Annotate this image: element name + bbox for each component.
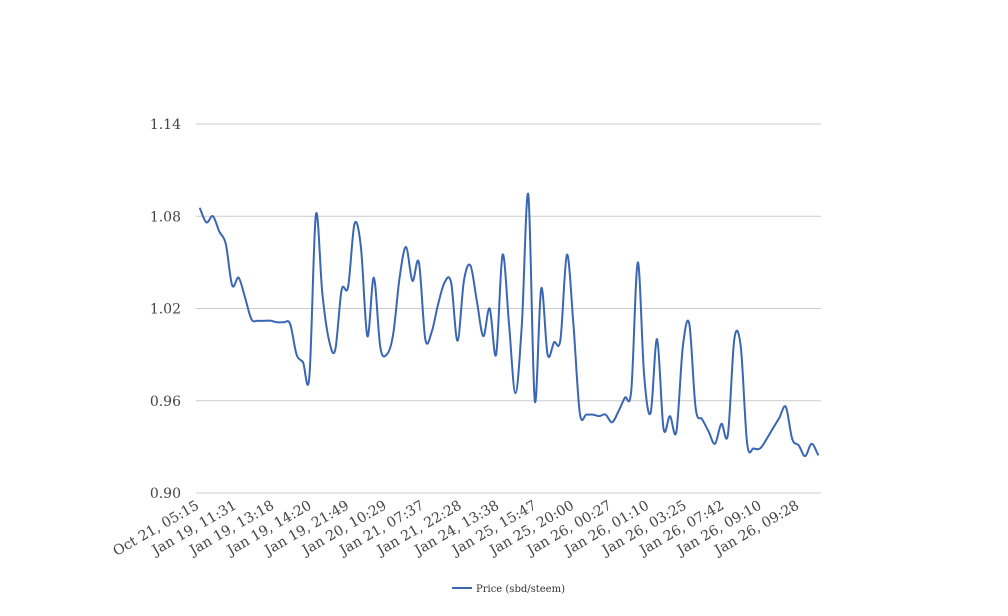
series-line-price [199, 192, 819, 458]
y-tick-label: 0.90 [150, 486, 181, 502]
y-tick-label: 0.96 [150, 394, 181, 410]
legend: Price (sbd/steem) [452, 584, 565, 595]
y-tick-label: 1.14 [150, 117, 181, 133]
legend-label: Price (sbd/steem) [476, 584, 565, 595]
y-tick-label: 1.02 [150, 302, 181, 318]
y-axis-tick-labels: 0.90 0.96 1.02 1.08 1.14 [150, 117, 181, 502]
y-tick-label: 1.08 [150, 209, 181, 225]
